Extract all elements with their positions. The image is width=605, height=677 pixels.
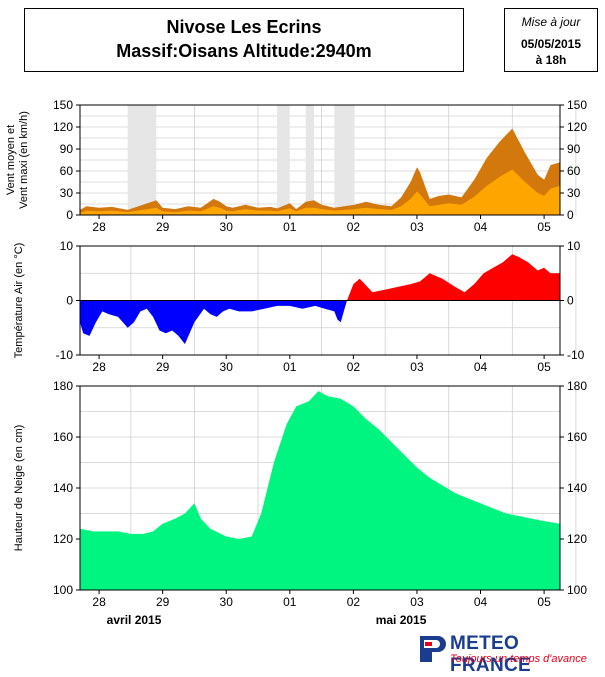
snow-depth-area [80,391,560,590]
x-tick-label: 04 [474,220,488,234]
y-tick-label: 140 [53,481,73,495]
month-label-may: mai 2015 [376,613,427,627]
x-tick-label: 28 [92,220,106,234]
y-tick-label: 10 [60,239,74,253]
x-tick-label: 04 [474,595,488,609]
y-tick-label: 0 [66,208,73,222]
y-tick-label: 100 [53,583,73,597]
update-box: Mise à jour 05/05/2015 à 18h [504,8,598,72]
x-tick-label: 05 [537,220,551,234]
title-box: Nivose Les Ecrins Massif:Oisans Altitude… [24,8,464,72]
panel-temperature: -10 -10 0 0 10 10 28 29 30 01 02 03 04 05 Température … [13,239,585,374]
x-tick-label: 03 [410,220,424,234]
wind-mean-area [80,169,560,215]
update-time: à 18h [535,53,567,67]
x-tick-label: 01 [283,360,297,374]
missing-data-band [127,105,157,215]
y-tick-label: 120 [53,120,73,134]
y-tick-label: 120 [53,532,73,546]
y-tick-label-right: 120 [567,532,587,546]
y-tick-label-right: 100 [567,583,587,597]
x-tick-label: 04 [474,360,488,374]
update-date: 05/05/2015 [520,37,582,51]
y-tick-label-right: 180 [567,379,587,393]
y-axis-label: Vent maxi (en km/h) [18,111,30,209]
x-tick-label: 28 [92,595,106,609]
y-axis-label: Température Air (en °C) [13,243,25,359]
y-tick-label: 0 [66,294,73,308]
missing-data-band [305,105,314,215]
x-tick-label: 29 [156,595,170,609]
x-tick-label: 05 [537,360,551,374]
y-tick-label-right: 150 [567,98,587,112]
x-tick-label: 03 [410,360,424,374]
y-tick-label: 180 [53,379,73,393]
massif-subtitle: Massif:Oisans Altitude:2940m [116,41,372,61]
y-tick-label-right: 0 [567,294,574,308]
y-axis-label: Vent moyen et [5,125,17,195]
x-tick-label: 02 [347,220,361,234]
x-tick-label: 02 [347,360,361,374]
x-tick-label: 01 [283,220,297,234]
y-tick-label-right: 60 [567,164,581,178]
y-tick-label-right: 140 [567,481,587,495]
y-tick-label-right: 0 [567,208,574,222]
y-tick-label-right: 90 [567,142,581,156]
y-axis-label: Hauteur de Neige (en cm) [13,425,25,552]
missing-data-band [277,105,290,215]
temperature-negative-area [80,300,560,345]
y-tick-label: 30 [60,186,74,200]
meteo-france-logo-icon [420,636,446,662]
update-label: Mise à jour [521,15,581,29]
x-tick-label: 28 [92,360,106,374]
y-tick-label: -10 [56,348,74,362]
x-tick-label: 01 [283,595,297,609]
y-tick-label-right: -10 [567,348,585,362]
month-label-april: avril 2015 [107,613,162,627]
y-tick-label-right: 10 [567,239,581,253]
x-tick-label: 30 [220,220,234,234]
y-tick-label: 150 [53,98,73,112]
x-tick-label: 05 [537,595,551,609]
station-title: Nivose Les Ecrins [166,17,322,37]
temperature-positive-area [80,254,560,301]
x-tick-label: 30 [220,360,234,374]
y-tick-label: 60 [60,164,74,178]
missing-data-band [334,105,355,215]
y-tick-label-right: 30 [567,186,581,200]
panel-snow: 100 100 120 120 140 140 160 160 180 180 28 29 30 01 02… [13,379,587,609]
x-tick-label: 02 [347,595,361,609]
meteo-france-logo: METEO FRANCE Toujours un temps d'avance [414,630,604,676]
x-tick-label: 03 [410,595,424,609]
x-tick-label: 29 [156,220,170,234]
y-tick-label: 90 [60,142,74,156]
brand-tagline: Toujours un temps d'avance [450,653,587,665]
plot-frame [79,104,561,216]
y-tick-label-right: 160 [567,430,587,444]
x-tick-label: 30 [220,595,234,609]
y-tick-label: 160 [53,430,73,444]
x-tick-label: 29 [156,360,170,374]
y-tick-label-right: 120 [567,120,587,134]
panel-wind: 0 0 30 30 60 60 90 90 120 120 150 150 28 29 30 01 02 03 04… [5,98,587,234]
